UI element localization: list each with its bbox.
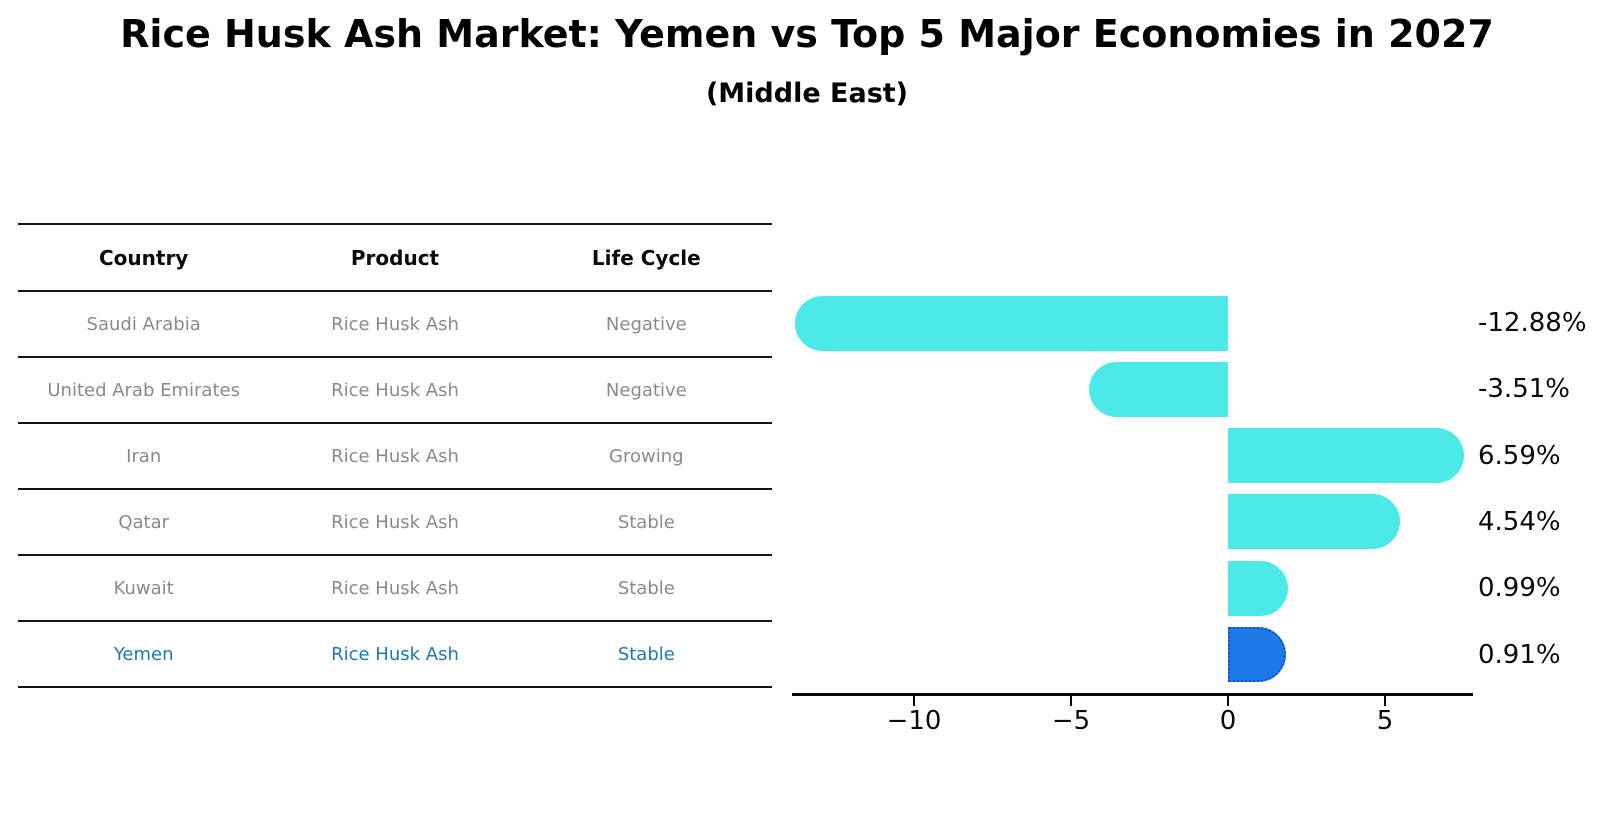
cell-product: Rice Husk Ash	[331, 511, 459, 533]
table-body: Saudi Arabia Rice Husk Ash Negative United …	[18, 290, 772, 688]
cell-product: Rice Husk Ash	[331, 643, 459, 665]
cell-country: Saudi Arabia	[86, 313, 201, 335]
table-row-united-arab-emirates: United Arab Emirates Rice Husk Ash Negativ…	[18, 356, 772, 422]
bar-value-label-iran: 6.59%	[1478, 440, 1561, 471]
cell-country: Kuwait	[113, 577, 174, 599]
bar-value-label-yemen: 0.91%	[1478, 639, 1561, 670]
bar-united-arab-emirates	[1088, 361, 1228, 417]
cell-product: Rice Husk Ash	[331, 445, 459, 467]
table-row-kuwait: Kuwait Rice Husk Ash Stable	[18, 554, 772, 620]
cell-life-cycle: Negative	[605, 313, 687, 335]
x-tick-mark	[913, 696, 915, 706]
x-tick-mark	[1384, 696, 1386, 706]
cell-country: Iran	[126, 445, 162, 467]
bar-value-label-united-arab-emirates: -3.51%	[1478, 374, 1570, 405]
table-row-yemen: Yemen Rice Husk Ash Stable	[18, 620, 772, 688]
x-tick-label: −5	[1051, 706, 1091, 736]
cell-life-cycle: Stable	[617, 643, 675, 665]
bar-value-label-kuwait: 0.99%	[1478, 573, 1561, 604]
market-table: Country Product Life Cycle Saudi Arabia Ric…	[18, 223, 772, 688]
cell-product: Rice Husk Ash	[331, 379, 459, 401]
cell-product: Rice Husk Ash	[331, 313, 459, 335]
table-row-saudi-arabia: Saudi Arabia Rice Husk Ash Negative	[18, 290, 772, 356]
cell-life-cycle: Stable	[617, 511, 675, 533]
bar-value-label-qatar: 4.54%	[1478, 506, 1561, 537]
table-row-iran: Iran Rice Husk Ash Growing	[18, 422, 772, 488]
cell-product: Rice Husk Ash	[331, 577, 459, 599]
bar-saudi-arabia	[794, 295, 1228, 351]
chart-title: Rice Husk Ash Market: Yemen vs Top 5 Maj…	[120, 12, 1494, 56]
cell-country: Qatar	[118, 511, 169, 533]
x-axis-line	[792, 693, 1473, 696]
bar-kuwait	[1228, 560, 1289, 616]
x-tick-mark	[1070, 696, 1072, 706]
table-row-qatar: Qatar Rice Husk Ash Stable	[18, 488, 772, 554]
x-tick-label: 5	[1376, 706, 1394, 736]
column-header-country: Country	[98, 245, 189, 270]
bar-value-label-saudi-arabia: -12.88%	[1478, 308, 1587, 338]
chart-subtitle: (Middle East)	[705, 78, 909, 109]
cell-country: United Arab Emirates	[47, 379, 240, 401]
column-header-life-cycle: Life Cycle	[591, 245, 701, 270]
cell-life-cycle: Negative	[605, 379, 687, 401]
table-header-row: Country Product Life Cycle	[18, 223, 772, 290]
column-header-product: Product	[350, 245, 440, 270]
bar-yemen	[1228, 627, 1286, 682]
cell-country: Yemen	[113, 643, 174, 665]
bar-iran	[1228, 428, 1464, 484]
x-tick-label: −10	[886, 706, 942, 736]
x-tick-mark	[1227, 696, 1229, 706]
bar-qatar	[1228, 494, 1400, 550]
cell-life-cycle: Growing	[609, 445, 684, 467]
cell-life-cycle: Stable	[617, 577, 675, 599]
x-tick-label: 0	[1219, 706, 1237, 736]
